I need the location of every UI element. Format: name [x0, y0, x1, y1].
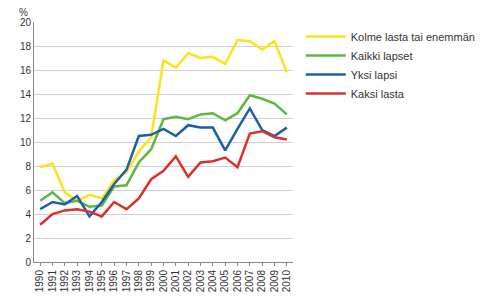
svg-text:1998: 1998: [133, 270, 144, 293]
svg-text:%: %: [19, 7, 28, 18]
svg-text:2004: 2004: [207, 270, 218, 293]
svg-text:2010: 2010: [281, 270, 292, 293]
svg-text:10: 10: [20, 137, 32, 148]
svg-text:8: 8: [25, 161, 31, 172]
svg-text:20: 20: [20, 17, 32, 28]
svg-text:Kaksi lasta: Kaksi lasta: [351, 88, 405, 100]
svg-text:4: 4: [25, 209, 31, 220]
svg-text:12: 12: [20, 113, 32, 124]
svg-text:1990: 1990: [34, 270, 45, 293]
svg-text:18: 18: [20, 41, 32, 52]
svg-text:1997: 1997: [121, 270, 132, 293]
svg-text:2003: 2003: [195, 270, 206, 293]
svg-text:2006: 2006: [232, 270, 243, 293]
svg-text:16: 16: [20, 65, 32, 76]
svg-text:1999: 1999: [145, 270, 156, 293]
svg-text:2009: 2009: [269, 270, 280, 293]
svg-text:2008: 2008: [256, 270, 267, 293]
svg-text:2: 2: [25, 233, 31, 244]
svg-text:Yksi lapsi: Yksi lapsi: [351, 69, 397, 81]
svg-text:14: 14: [20, 89, 32, 100]
svg-text:1991: 1991: [47, 270, 58, 293]
svg-text:2000: 2000: [158, 270, 169, 293]
svg-text:1994: 1994: [84, 270, 95, 293]
svg-text:2002: 2002: [182, 270, 193, 293]
svg-text:2007: 2007: [244, 270, 255, 293]
svg-text:1992: 1992: [59, 270, 70, 293]
svg-text:1993: 1993: [71, 270, 82, 293]
svg-text:Kaikki lapset: Kaikki lapset: [351, 50, 413, 62]
svg-text:2005: 2005: [219, 270, 230, 293]
svg-text:1996: 1996: [108, 270, 119, 293]
svg-text:0: 0: [25, 257, 31, 268]
svg-text:Kolme lasta tai enemmän: Kolme lasta tai enemmän: [351, 31, 475, 43]
svg-text:1995: 1995: [96, 270, 107, 293]
svg-text:2001: 2001: [170, 270, 181, 293]
svg-text:6: 6: [25, 185, 31, 196]
